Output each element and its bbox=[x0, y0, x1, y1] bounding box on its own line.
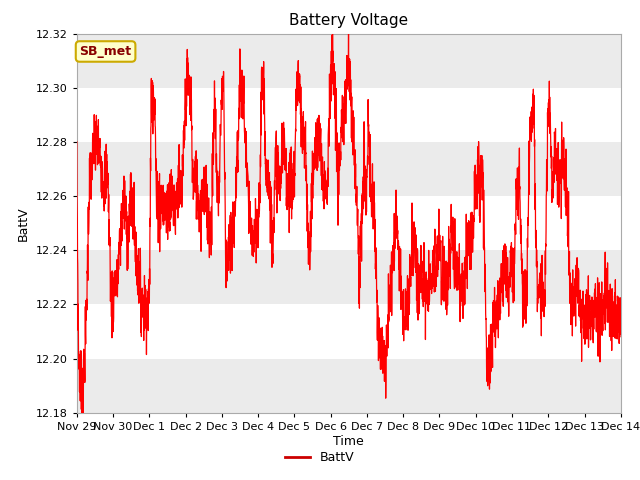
Bar bbox=[77, 142, 621, 196]
Bar bbox=[77, 304, 621, 359]
Legend: BattV: BattV bbox=[280, 446, 360, 469]
Bar bbox=[77, 250, 621, 304]
Bar bbox=[77, 88, 621, 142]
Title: Battery Voltage: Battery Voltage bbox=[289, 13, 408, 28]
Bar bbox=[77, 359, 621, 413]
X-axis label: Time: Time bbox=[333, 434, 364, 448]
Y-axis label: BattV: BattV bbox=[17, 206, 30, 240]
Text: SB_met: SB_met bbox=[79, 45, 132, 58]
Bar bbox=[77, 196, 621, 250]
Bar bbox=[77, 34, 621, 88]
